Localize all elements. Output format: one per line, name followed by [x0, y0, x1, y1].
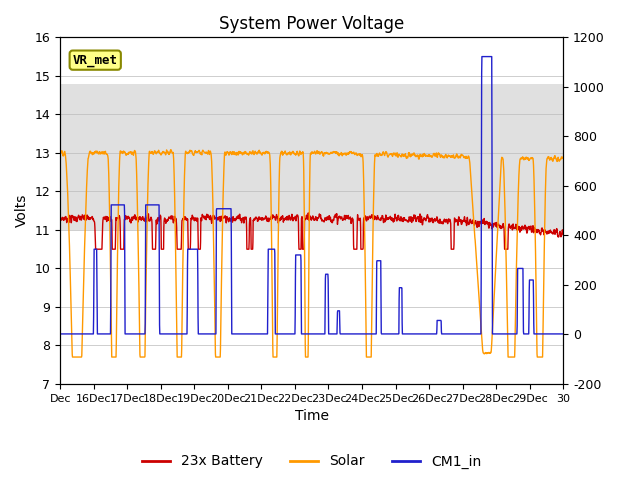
- X-axis label: Time: Time: [294, 409, 329, 423]
- Bar: [60, 84, 563, 230]
- Text: VR_met: VR_met: [73, 54, 118, 67]
- Title: System Power Voltage: System Power Voltage: [219, 15, 404, 33]
- Legend: 23x Battery, Solar, CM1_in: 23x Battery, Solar, CM1_in: [136, 449, 487, 474]
- Y-axis label: Volts: Volts: [15, 194, 29, 228]
